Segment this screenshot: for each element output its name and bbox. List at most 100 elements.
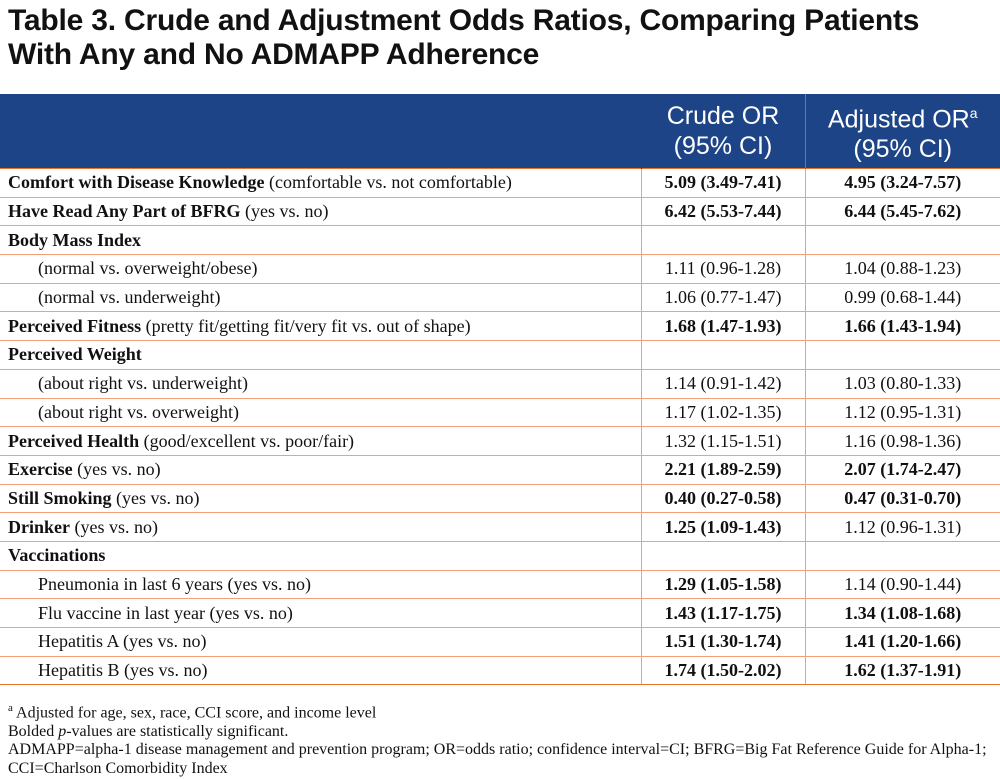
row-label-bold: Vaccinations [8, 545, 106, 566]
crude-or-cell: 1.74 (1.50-2.02) [640, 656, 805, 686]
adjusted-or-cell: 1.66 (1.43-1.94) [804, 311, 1000, 342]
table-row: Perceived Fitness (pretty fit/getting fi… [0, 311, 1000, 342]
table-row: Vaccinations [0, 541, 1000, 571]
row-label-detail: (pretty fit/getting fit/very fit vs. out… [141, 315, 471, 336]
adjusted-or-cell: 1.14 (0.90-1.44) [804, 570, 1000, 600]
row-label-cell: Drinker (yes vs. no) [0, 512, 641, 542]
crude-or-cell: 1.43 (1.17-1.75) [640, 598, 805, 628]
row-label-bold: Comfort with Disease Knowledge [8, 172, 265, 193]
row-label-detail: (comfortable vs. not comfortable) [264, 172, 512, 193]
table-row: (normal vs. overweight/obese) 1.11 (0.96-… [0, 254, 1000, 284]
adjusted-or-cell [804, 225, 1000, 256]
header-adjusted-or: Adjusted ORa (95% CI) [805, 94, 1000, 169]
table-row: Body Mass Index [0, 225, 1000, 256]
table-title: Table 3. Crude and Adjustment Odds Ratio… [8, 4, 1000, 72]
table-row: Still Smoking (yes vs. no) 0.40 (0.27-0.5… [0, 484, 1000, 514]
row-label-cell: Have Read Any Part of BFRG (yes vs. no) [0, 197, 641, 227]
footnote-bolded-post: -values are statistically significant. [66, 722, 289, 740]
footnote-a-text: Adjusted for age, sex, race, CCI score, … [12, 704, 377, 722]
row-label-cell: (about right vs. overweight) [0, 398, 641, 428]
crude-or-cell: 1.25 (1.09-1.43) [640, 512, 805, 542]
row-label-detail: (about right vs. underweight) [38, 373, 248, 394]
crude-or-cell: 1.11 (0.96-1.28) [640, 254, 805, 284]
row-label-bold: Perceived Fitness [8, 315, 142, 336]
row-label-detail: (yes vs. no) [70, 516, 159, 537]
crude-or-cell [640, 340, 805, 370]
adjusted-or-cell: 1.34 (1.08-1.68) [804, 598, 1000, 628]
adjusted-or-cell: 6.44 (5.45-7.62) [804, 197, 1000, 227]
row-label-cell: (about right vs. underweight) [0, 369, 641, 399]
adjusted-or-cell [804, 541, 1000, 571]
table-row: Comfort with Disease Knowledge (comforta… [0, 168, 1000, 198]
footnote-a: a Adjusted for age, sex, race, CCI score… [8, 699, 1000, 723]
header-crude-line2: (95% CI) [673, 132, 773, 160]
adjusted-or-cell [804, 340, 1000, 370]
row-label-cell: Flu vaccine in last year (yes vs. no) [0, 598, 641, 628]
row-label-detail: Pneumonia in last 6 years (yes vs. no) [38, 573, 311, 594]
row-label-detail: (good/excellent vs. poor/fair) [139, 430, 355, 451]
adjusted-or-cell: 0.99 (0.68-1.44) [804, 283, 1000, 313]
crude-or-cell: 1.68 (1.47-1.93) [640, 311, 805, 342]
footnote-bolded: Bolded p-values are statistically signif… [8, 723, 1000, 742]
row-label-bold: Perceived Health [8, 430, 140, 451]
row-label-cell: Pneumonia in last 6 years (yes vs. no) [0, 570, 641, 600]
row-label-bold: Have Read Any Part of BFRG [8, 201, 241, 222]
table-title-line-1: Table 3. Crude and Adjustment Odds Ratio… [8, 4, 920, 37]
footnote-a-marker: a [8, 702, 13, 714]
crude-or-cell: 0.40 (0.27-0.58) [640, 484, 805, 514]
odds-ratio-table: Crude OR (95% CI) Adjusted ORa (95% CI) … [0, 94, 1000, 686]
row-label-cell: Perceived Fitness (pretty fit/getting fi… [0, 311, 641, 342]
header-adjusted-line2: (95% CI) [853, 135, 953, 164]
row-label-bold: Still Smoking [8, 487, 112, 508]
header-crude-or: Crude OR (95% CI) [640, 94, 806, 169]
row-label-detail: (normal vs. underweight) [38, 287, 221, 308]
row-label-detail: (yes vs. no) [72, 459, 161, 480]
row-label-cell: Perceived Health (good/excellent vs. poo… [0, 426, 641, 456]
header-adjusted-footnote-marker: a [969, 104, 978, 121]
row-label-detail: Hepatitis A (yes vs. no) [38, 631, 207, 652]
table-row: (normal vs. underweight) 1.06 (0.77-1.47)… [0, 283, 1000, 313]
table-row: Hepatitis B (yes vs. no) 1.74 (1.50-2.02)… [0, 656, 1000, 686]
footnote-bolded-pre: Bolded [8, 722, 59, 740]
crude-or-cell: 1.14 (0.91-1.42) [640, 369, 805, 399]
row-label-bold: Body Mass Index [8, 229, 142, 250]
adjusted-or-cell: 1.12 (0.95-1.31) [804, 398, 1000, 428]
table-header-row: Crude OR (95% CI) Adjusted ORa (95% CI) [0, 94, 1000, 169]
footnotes: a Adjusted for age, sex, race, CCI score… [8, 699, 1000, 778]
row-label-bold: Perceived Weight [8, 344, 142, 365]
adjusted-or-cell: 1.62 (1.37-1.91) [804, 656, 1000, 686]
crude-or-cell [640, 541, 805, 571]
row-label-cell: Still Smoking (yes vs. no) [0, 484, 641, 514]
footnote-abbreviations: ADMAPP=alpha-1 disease management and pr… [8, 741, 987, 777]
header-blank-cell [0, 94, 642, 169]
row-label-cell: Comfort with Disease Knowledge (comforta… [0, 168, 641, 198]
table-row: (about right vs. overweight) 1.17 (1.02-1… [0, 398, 1000, 428]
footnote-bolded-italic: p [58, 722, 67, 740]
crude-or-cell: 6.42 (5.53-7.44) [640, 197, 805, 227]
crude-or-cell: 1.51 (1.30-1.74) [640, 627, 805, 657]
adjusted-or-cell: 4.95 (3.24-7.57) [804, 168, 1000, 198]
table-row: Hepatitis A (yes vs. no) 1.51 (1.30-1.74)… [0, 627, 1000, 657]
table-body: Comfort with Disease Knowledge (comforta… [0, 168, 1000, 686]
crude-or-cell: 5.09 (3.49-7.41) [640, 168, 805, 198]
table-row: Flu vaccine in last year (yes vs. no) 1.4… [0, 598, 1000, 628]
adjusted-or-cell: 0.47 (0.31-0.70) [804, 484, 1000, 514]
row-label-bold: Drinker [8, 516, 70, 537]
row-label-cell: (normal vs. overweight/obese) [0, 254, 641, 284]
adjusted-or-cell: 2.07 (1.74-2.47) [804, 455, 1000, 485]
table-title-line-2: With Any and No ADMAPP Adherence [8, 38, 540, 71]
row-label-detail: (about right vs. overweight) [38, 401, 239, 422]
table-row: Perceived Weight [0, 340, 1000, 370]
table-row: Drinker (yes vs. no) 1.25 (1.09-1.43) 1.12… [0, 512, 1000, 542]
header-adjusted-line1: Adjusted OR [827, 105, 970, 134]
row-label-detail: Hepatitis B (yes vs. no) [38, 660, 208, 681]
table-row: Perceived Health (good/excellent vs. poo… [0, 426, 1000, 456]
row-label-cell: Hepatitis B (yes vs. no) [0, 656, 641, 686]
row-label-cell: Exercise (yes vs. no) [0, 455, 641, 485]
adjusted-or-cell: 1.03 (0.80-1.33) [804, 369, 1000, 399]
row-label-cell: Perceived Weight [0, 340, 641, 370]
crude-or-cell: 1.29 (1.05-1.58) [640, 570, 805, 600]
crude-or-cell: 1.17 (1.02-1.35) [640, 398, 805, 428]
page: Table 3. Crude and Adjustment Odds Ratio… [0, 4, 1000, 779]
row-label-bold: Exercise [8, 459, 73, 480]
